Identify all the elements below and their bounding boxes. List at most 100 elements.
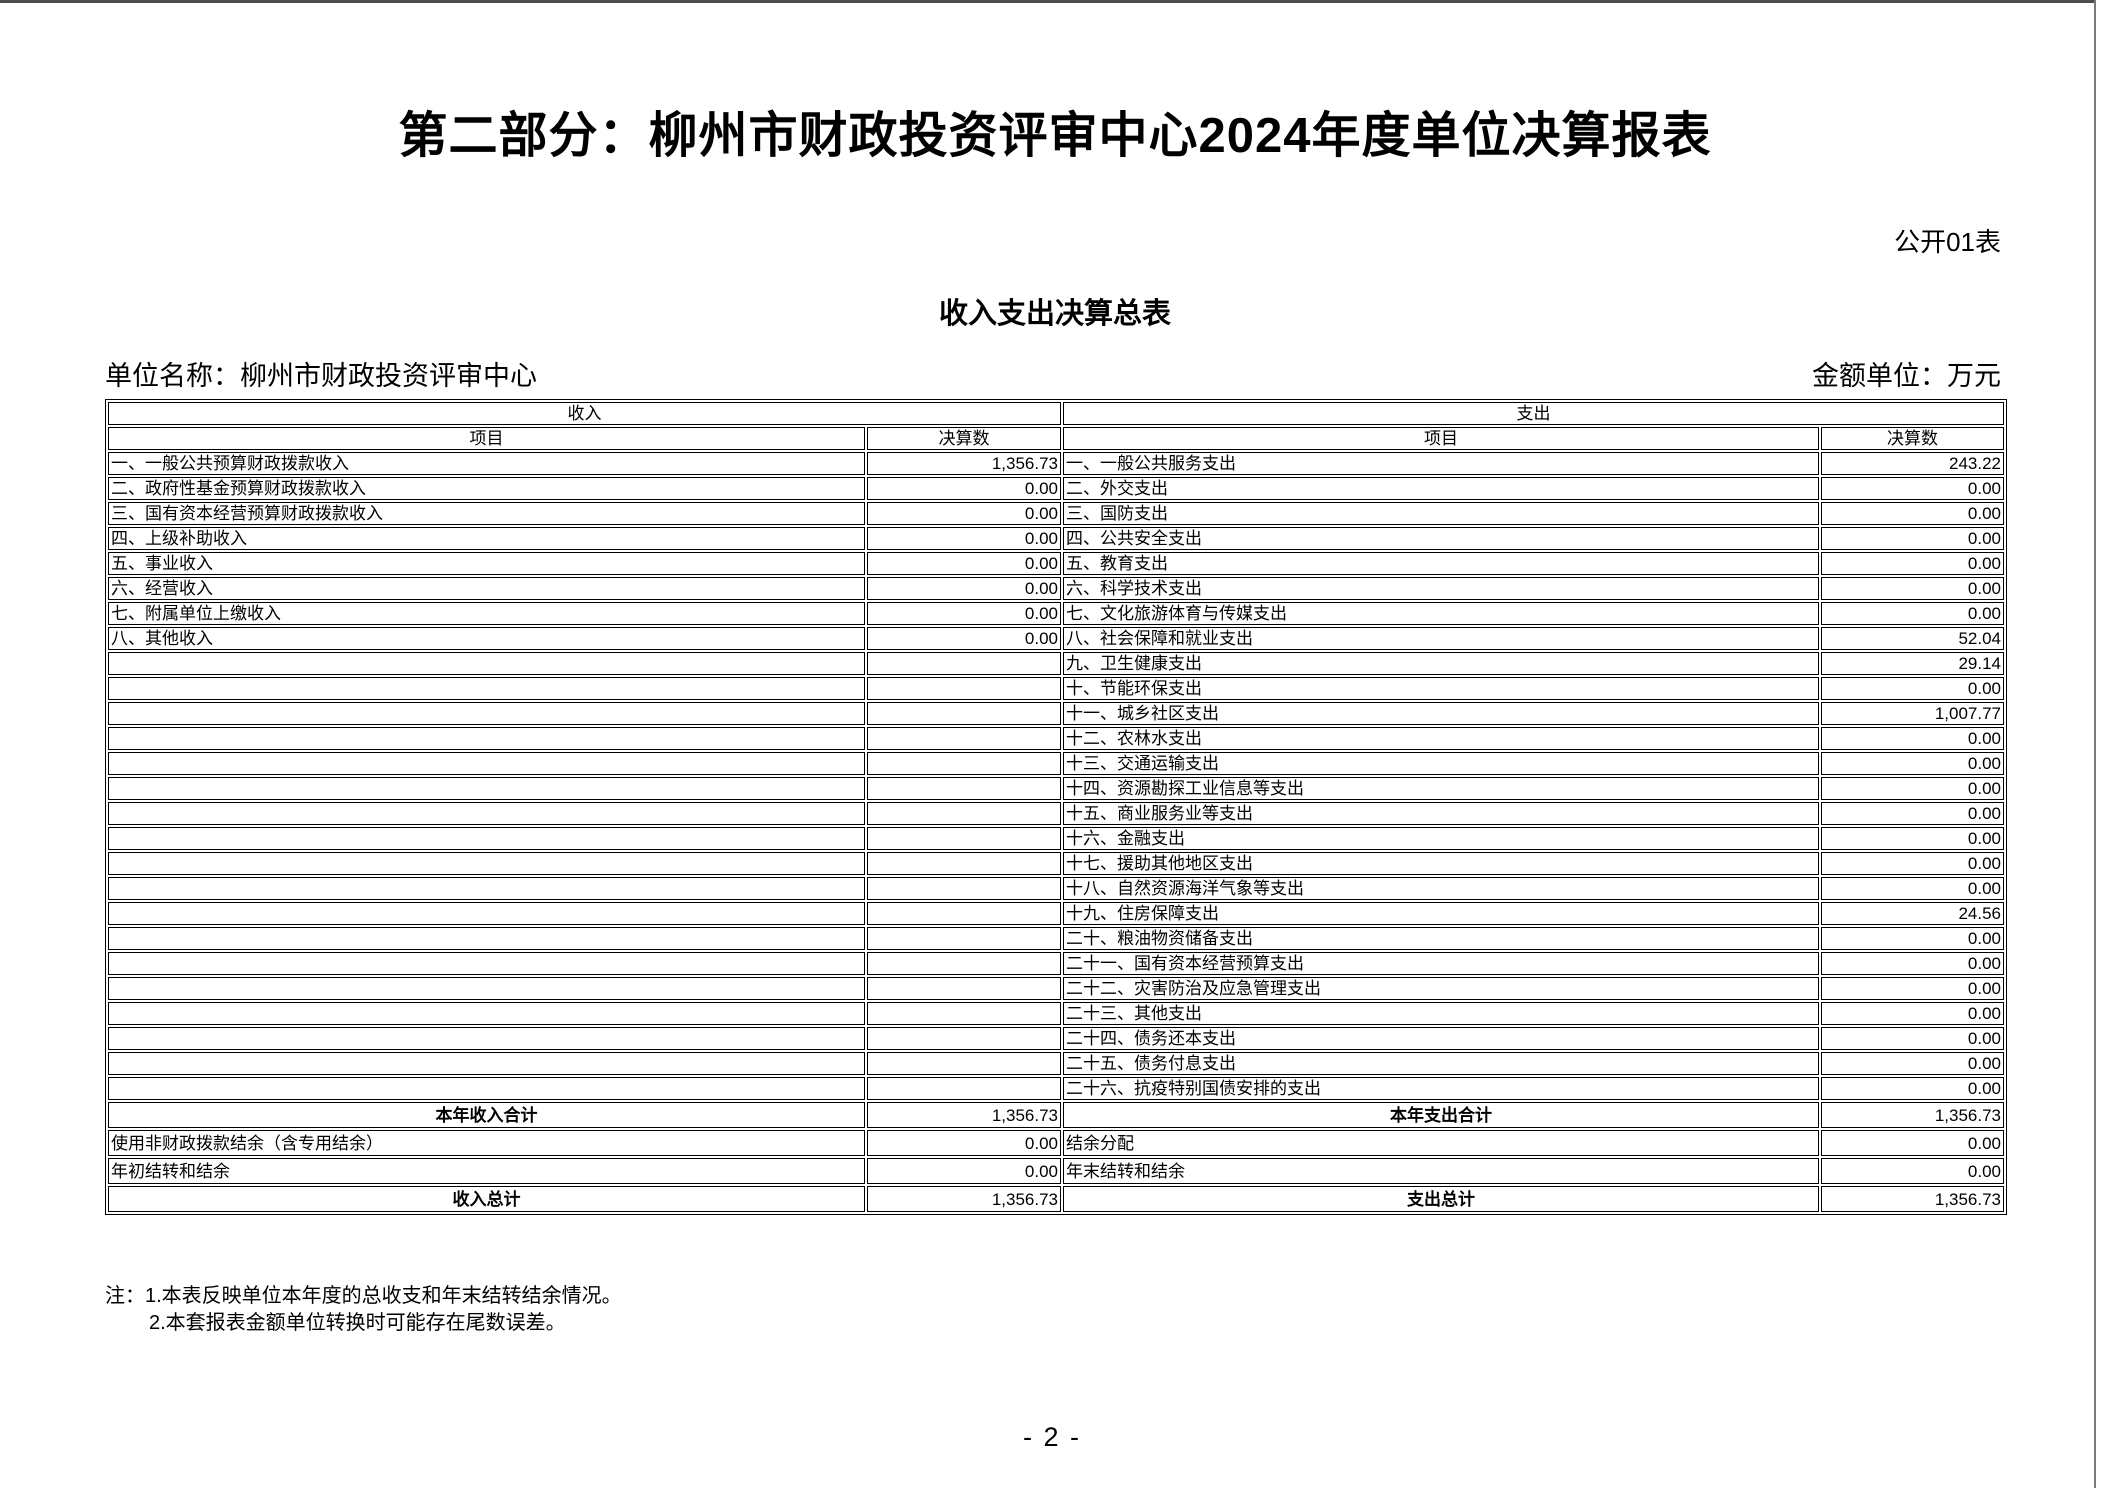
income-grand-total-value: 1,356.73 bbox=[867, 1186, 1061, 1212]
unit-name-label: 单位名称：柳州市财政投资评审中心 bbox=[105, 361, 537, 391]
table-row: 十七、援助其他地区支出 0.00 bbox=[108, 852, 2004, 875]
income-empty-cell bbox=[867, 827, 1061, 850]
expense-amount-cell: 0.00 bbox=[1821, 752, 2004, 775]
expense-item-cell: 五、教育支出 bbox=[1063, 552, 1819, 575]
table-row: 二十二、灾害防治及应急管理支出 0.00 bbox=[108, 977, 2004, 1000]
expense-item-cell: 十四、资源勘探工业信息等支出 bbox=[1063, 777, 1819, 800]
income-empty-cell bbox=[108, 677, 865, 700]
income-empty-cell bbox=[108, 927, 865, 950]
income-empty-cell bbox=[108, 777, 865, 800]
table-row: 二、政府性基金预算财政拨款收入 0.00 二、外交支出 0.00 bbox=[108, 477, 2004, 500]
table-row: 四、上级补助收入 0.00 四、公共安全支出 0.00 bbox=[108, 527, 2004, 550]
expense-total-label: 本年支出合计 bbox=[1063, 1102, 1819, 1128]
section-header-row: 收入 支出 bbox=[108, 402, 2004, 425]
expense-item-cell: 七、文化旅游体育与传媒支出 bbox=[1063, 602, 1819, 625]
income-empty-cell bbox=[867, 1002, 1061, 1025]
expense-amount-cell: 0.00 bbox=[1821, 777, 2004, 800]
income-amount-cell: 0.00 bbox=[867, 502, 1061, 525]
table-row: 七、附属单位上缴收入 0.00 七、文化旅游体育与传媒支出 0.00 bbox=[108, 602, 2004, 625]
income-empty-cell bbox=[108, 952, 865, 975]
table-row: 二十一、国有资本经营预算支出 0.00 bbox=[108, 952, 2004, 975]
income-carry-amount-cell: 0.00 bbox=[867, 1130, 1061, 1156]
income-empty-cell bbox=[108, 652, 865, 675]
table-row: 十四、资源勘探工业信息等支出 0.00 bbox=[108, 777, 2004, 800]
income-item-cell: 八、其他收入 bbox=[108, 627, 865, 650]
note-line-1: 注：1.本表反映单位本年度的总收支和年末结转结余情况。 bbox=[105, 1285, 622, 1307]
income-amount-cell: 0.00 bbox=[867, 577, 1061, 600]
table-row: 二十四、债务还本支出 0.00 bbox=[108, 1027, 2004, 1050]
expense-amount-cell: 24.56 bbox=[1821, 902, 2004, 925]
table-row: 十六、金融支出 0.00 bbox=[108, 827, 2004, 850]
income-amount-cell: 0.00 bbox=[867, 602, 1061, 625]
document-page: 第二部分：柳州市财政投资评审中心2024年度单位决算报表 公开01表 收入支出决… bbox=[105, 0, 2007, 1488]
expense-amount-cell: 243.22 bbox=[1821, 452, 2004, 475]
income-empty-cell bbox=[867, 1052, 1061, 1075]
expense-amount-cell: 0.00 bbox=[1821, 1002, 2004, 1025]
income-empty-cell bbox=[108, 827, 865, 850]
income-amount-cell: 1,356.73 bbox=[867, 452, 1061, 475]
income-empty-cell bbox=[108, 977, 865, 1000]
expense-amount-cell: 0.00 bbox=[1821, 852, 2004, 875]
income-empty-cell bbox=[108, 702, 865, 725]
expense-carry-amount-cell: 0.00 bbox=[1821, 1158, 2004, 1184]
income-empty-cell bbox=[108, 802, 865, 825]
table-row: 十二、农林水支出 0.00 bbox=[108, 727, 2004, 750]
income-empty-cell bbox=[867, 652, 1061, 675]
table-row: 三、国有资本经营预算财政拨款收入 0.00 三、国防支出 0.00 bbox=[108, 502, 2004, 525]
income-empty-cell bbox=[108, 902, 865, 925]
income-item-col-header: 项目 bbox=[108, 427, 865, 450]
expense-amount-cell: 0.00 bbox=[1821, 877, 2004, 900]
expense-amount-cell: 0.00 bbox=[1821, 1052, 2004, 1075]
income-empty-cell bbox=[867, 677, 1061, 700]
income-empty-cell bbox=[867, 1027, 1061, 1050]
expense-item-cell: 二十五、债务付息支出 bbox=[1063, 1052, 1819, 1075]
table-row: 十五、商业服务业等支出 0.00 bbox=[108, 802, 2004, 825]
income-empty-cell bbox=[108, 727, 865, 750]
expense-total-value: 1,356.73 bbox=[1821, 1102, 2004, 1128]
table-row: 九、卫生健康支出 29.14 bbox=[108, 652, 2004, 675]
expense-item-cell: 二十一、国有资本经营预算支出 bbox=[1063, 952, 1819, 975]
income-amount-cell: 0.00 bbox=[867, 527, 1061, 550]
income-item-cell: 五、事业收入 bbox=[108, 552, 865, 575]
expense-item-cell: 十二、农林水支出 bbox=[1063, 727, 1819, 750]
expense-item-cell: 九、卫生健康支出 bbox=[1063, 652, 1819, 675]
expense-item-cell: 八、社会保障和就业支出 bbox=[1063, 627, 1819, 650]
expense-amount-cell: 0.00 bbox=[1821, 802, 2004, 825]
table-row: 十三、交通运输支出 0.00 bbox=[108, 752, 2004, 775]
income-empty-cell bbox=[108, 1027, 865, 1050]
income-empty-cell bbox=[867, 952, 1061, 975]
expense-item-cell: 十九、住房保障支出 bbox=[1063, 902, 1819, 925]
doc-code-label: 公开01表 bbox=[1894, 227, 2001, 257]
expense-item-cell: 二十、粮油物资储备支出 bbox=[1063, 927, 1819, 950]
expense-item-cell: 十八、自然资源海洋气象等支出 bbox=[1063, 877, 1819, 900]
table-row: 十、节能环保支出 0.00 bbox=[108, 677, 2004, 700]
expense-item-cell: 六、科学技术支出 bbox=[1063, 577, 1819, 600]
expense-amount-cell: 0.00 bbox=[1821, 1077, 2004, 1100]
income-empty-cell bbox=[867, 802, 1061, 825]
expense-amount-cell: 1,007.77 bbox=[1821, 702, 2004, 725]
income-amount-col-header: 决算数 bbox=[867, 427, 1061, 450]
expense-amount-cell: 0.00 bbox=[1821, 602, 2004, 625]
income-item-cell: 六、经营收入 bbox=[108, 577, 865, 600]
table-row: 本年收入合计 1,356.73 本年支出合计 1,356.73 bbox=[108, 1102, 2004, 1128]
expense-amount-cell: 0.00 bbox=[1821, 477, 2004, 500]
note-line-2: 2.本套报表金额单位转换时可能存在尾数误差。 bbox=[149, 1312, 566, 1334]
expense-section-header: 支出 bbox=[1063, 402, 2004, 425]
table-row: 五、事业收入 0.00 五、教育支出 0.00 bbox=[108, 552, 2004, 575]
expense-item-cell: 二十六、抗疫特别国债安排的支出 bbox=[1063, 1077, 1819, 1100]
income-carry-amount-cell: 0.00 bbox=[867, 1158, 1061, 1184]
expense-amount-cell: 0.00 bbox=[1821, 502, 2004, 525]
income-amount-cell: 0.00 bbox=[867, 477, 1061, 500]
page-number: - 2 - bbox=[1022, 1422, 1081, 1452]
expense-amount-cell: 0.00 bbox=[1821, 1027, 2004, 1050]
expense-amount-cell: 0.00 bbox=[1821, 527, 2004, 550]
table-title: 收入支出决算总表 bbox=[938, 298, 1171, 330]
table-row: 二十、粮油物资储备支出 0.00 bbox=[108, 927, 2004, 950]
expense-grand-total-value: 1,356.73 bbox=[1821, 1186, 2004, 1212]
expense-item-cell: 二十三、其他支出 bbox=[1063, 1002, 1819, 1025]
income-empty-cell bbox=[108, 1052, 865, 1075]
expense-amount-cell: 0.00 bbox=[1821, 977, 2004, 1000]
page-title: 第二部分：柳州市财政投资评审中心2024年度单位决算报表 bbox=[398, 109, 1712, 163]
expense-item-cell: 十五、商业服务业等支出 bbox=[1063, 802, 1819, 825]
expense-amount-cell: 0.00 bbox=[1821, 677, 2004, 700]
